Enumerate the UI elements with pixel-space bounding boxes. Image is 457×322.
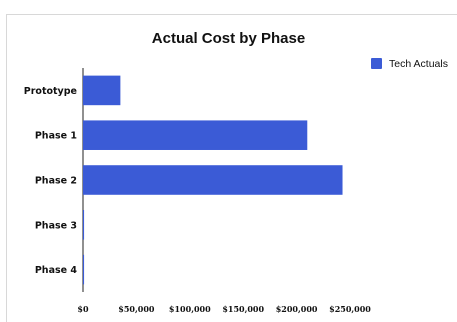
x-tick-label: $50,000 [118, 304, 155, 314]
category-label: Phase 2 [35, 176, 77, 187]
chart-title: Actual Cost by Phase [151, 30, 306, 47]
legend-label: Tech Actuals [389, 58, 448, 70]
legend-swatch [371, 58, 382, 69]
x-tick-label: $150,000 [222, 304, 264, 314]
category-label: Prototype [24, 86, 77, 97]
x-tick-label: $0 [77, 304, 89, 314]
bar-phase-2 [83, 165, 343, 195]
x-tick-label: $200,000 [276, 304, 318, 314]
category-label: Phase 3 [35, 220, 77, 231]
x-tick-label: $250,000 [329, 304, 371, 314]
category-label: Phase 4 [35, 265, 78, 276]
x-tick-label: $100,000 [169, 304, 211, 314]
bar-phase-1 [83, 120, 308, 150]
legend: Tech Actuals [371, 58, 448, 70]
bar-prototype [83, 75, 121, 106]
bar-phase-4 [83, 254, 85, 285]
bar-phase-3 [83, 210, 85, 240]
category-label: Phase 1 [35, 131, 77, 142]
